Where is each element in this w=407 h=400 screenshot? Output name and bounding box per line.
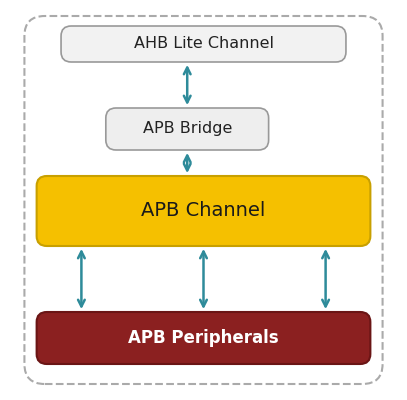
Text: APB Peripherals: APB Peripherals [128,329,279,347]
Text: AHB Lite Channel: AHB Lite Channel [133,36,274,52]
FancyBboxPatch shape [106,108,269,150]
Text: APB Channel: APB Channel [141,202,266,220]
FancyBboxPatch shape [24,16,383,384]
FancyBboxPatch shape [37,312,370,364]
FancyBboxPatch shape [61,26,346,62]
FancyBboxPatch shape [37,176,370,246]
Text: APB Bridge: APB Bridge [142,122,232,136]
